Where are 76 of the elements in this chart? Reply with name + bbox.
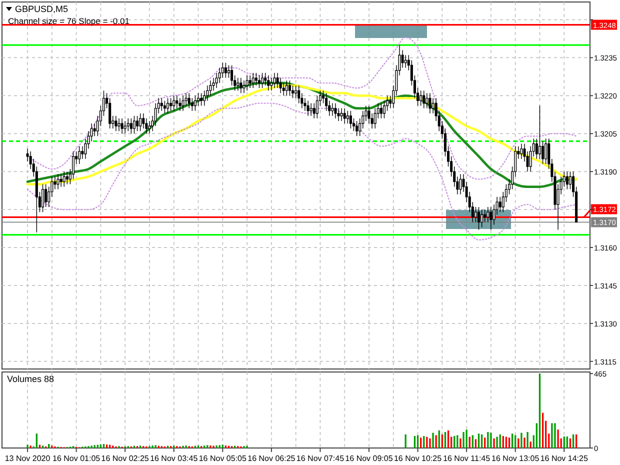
line-series (26, 36, 577, 180)
candlestick (200, 92, 203, 106)
candlestick (114, 116, 118, 132)
candlestick (343, 108, 346, 124)
candlestick (188, 92, 190, 109)
candlestick (422, 90, 426, 109)
x-tick-label: 13 Nov 2020 (4, 454, 51, 463)
chart-title: GBPUSD,M5 (15, 4, 68, 14)
candlestick (120, 118, 124, 134)
candlestick (163, 100, 166, 114)
candlestick (172, 95, 176, 112)
candlestick (285, 80, 288, 96)
candlestick (170, 98, 172, 112)
text: Channel size = 76 Slope = -0.01 (8, 16, 130, 26)
candlestick (60, 174, 62, 188)
candlestick (130, 118, 132, 134)
candlestick (182, 95, 184, 112)
candlestick (273, 72, 276, 88)
candlestick (356, 120, 358, 136)
x-tick-label: 16 Nov 02:25 (101, 454, 150, 463)
candlestick (78, 146, 81, 164)
candlestick (331, 102, 334, 116)
candlestick (194, 95, 196, 112)
candlestick (349, 110, 352, 129)
candlestick (118, 118, 120, 132)
candlestick (480, 209, 484, 228)
candlestick (254, 72, 258, 86)
x-tick-label: 16 Nov 14:25 (540, 454, 588, 463)
candlestick (420, 90, 422, 106)
x-tick-label: 16 Nov 05:05 (198, 454, 247, 463)
x-tick-label: 16 Nov 11:45 (443, 454, 491, 463)
x-tick-label: 16 Nov 10:25 (394, 454, 442, 463)
candlestick (334, 102, 337, 119)
candlestick (160, 98, 163, 112)
candlestick (126, 118, 130, 132)
candlestick (288, 80, 291, 96)
x-tick-label: 16 Nov 07:45 (296, 454, 345, 463)
candlestick (267, 75, 270, 91)
x-tick-label: 16 Nov 09:05 (345, 454, 394, 463)
candlestick (178, 98, 182, 112)
candlestick (478, 206, 480, 230)
candlestick (166, 98, 170, 114)
x-tick-label: 16 Nov 01:05 (52, 454, 101, 463)
candlestick (236, 78, 240, 91)
candlestick (380, 102, 382, 119)
candlestick (490, 206, 492, 230)
x-tick-label: 16 Nov 03:45 (150, 454, 198, 463)
candlestick (42, 184, 44, 212)
chart-title: Volumes 88 (7, 374, 54, 384)
candlestick (258, 75, 261, 88)
x-tick-label: 16 Nov 06:25 (248, 454, 296, 463)
candlestick (310, 102, 312, 116)
candlestick (459, 174, 462, 195)
candlestick (240, 78, 242, 94)
candlestick (306, 100, 310, 116)
candlestick (340, 108, 343, 122)
candlestick (246, 75, 248, 91)
candlestick (72, 150, 75, 180)
candlestick (248, 75, 252, 88)
candlestick (176, 95, 178, 109)
candlestick (520, 143, 523, 160)
candlestick (224, 62, 227, 78)
candlestick (56, 174, 60, 190)
candlestick (66, 171, 68, 185)
candlestick (124, 120, 126, 134)
candlestick (566, 171, 568, 190)
candlestick (428, 92, 432, 114)
candlestick (132, 116, 136, 134)
candlestick (62, 171, 66, 188)
candlestick (261, 72, 264, 88)
candlestick (139, 113, 142, 132)
candlestick (136, 116, 139, 132)
candlestick (252, 72, 254, 88)
x-tick-label: 16 Nov 13:05 (492, 454, 540, 463)
candlestick (294, 85, 298, 99)
line-series (26, 102, 577, 240)
